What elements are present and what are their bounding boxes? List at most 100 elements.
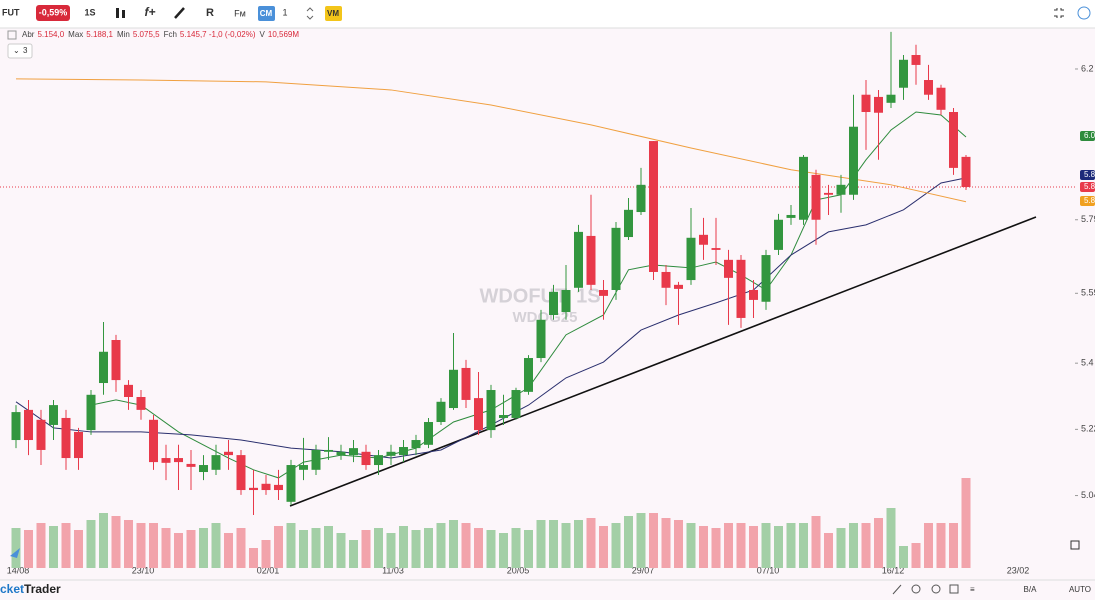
collapse-box[interactable]: [7, 30, 17, 40]
spinner[interactable]: [306, 7, 314, 20]
function-icon[interactable]: f+: [144, 5, 155, 19]
info-label: Abr: [22, 30, 35, 39]
watermark: WDOFUT, 1S: [479, 285, 600, 307]
price-tag-text: 6.0: [1084, 131, 1095, 140]
candle-body: [474, 398, 483, 431]
candle-body: [811, 174, 821, 220]
candle-body: [274, 484, 283, 491]
candle-body: [861, 94, 871, 113]
volume-bar: [474, 528, 483, 568]
study-count: 3: [23, 46, 28, 55]
candle-icon[interactable]: [116, 8, 125, 18]
logo-part: Trader: [24, 582, 61, 596]
interval[interactable]: 1S: [84, 7, 95, 17]
candle-body: [961, 156, 971, 188]
candle-body: [486, 390, 496, 431]
count[interactable]: 1: [282, 7, 287, 17]
candle-body: [836, 184, 846, 195]
info-value: 10,569M: [268, 30, 299, 39]
candle-body: [124, 384, 133, 398]
pen-icon[interactable]: [892, 584, 902, 595]
candle-body: [49, 405, 58, 425]
watermark: WDOG25: [512, 309, 577, 326]
x-tick-label: 14/08: [7, 565, 30, 575]
volume-bar: [311, 528, 321, 568]
auto[interactable]: AUTO: [1069, 585, 1091, 594]
volume-bar: [624, 516, 633, 568]
volume-bar: [661, 518, 671, 568]
candle-body: [236, 455, 246, 491]
volume-bar: [349, 540, 358, 568]
volume-bar: [149, 523, 158, 568]
candle-body: [249, 487, 258, 491]
candle-body: [186, 463, 196, 467]
menu-icon[interactable]: ≡: [970, 585, 975, 594]
volume-bar: [861, 523, 871, 568]
candle-body: [724, 259, 733, 278]
x-tick-label: 23/02: [1007, 565, 1030, 575]
volume-bar: [924, 523, 933, 568]
layout-icon[interactable]: [949, 584, 959, 594]
candle-body: [649, 141, 658, 272]
info-value: 5.075,5: [133, 30, 160, 39]
vm[interactable]: VM: [327, 9, 339, 18]
price-tag-text: 5.8: [1084, 196, 1095, 205]
cm-badge: [258, 6, 275, 21]
volume-bar: [161, 528, 171, 568]
candle-body: [461, 367, 471, 400]
symbol[interactable]: FUT: [2, 7, 20, 17]
volume-bar: [111, 516, 121, 568]
volume-bar: [574, 520, 583, 568]
candle-body: [311, 449, 321, 470]
volume-bar: [911, 543, 921, 568]
nav-icon[interactable]: [10, 548, 20, 558]
candle-body: [874, 96, 883, 113]
volume-bar: [886, 508, 896, 568]
plot: 6.2 5.79 5.59 5.4 5.22 5.04 14/08 23/10 02/01 11/…: [7, 31, 1095, 575]
candle-body: [336, 451, 346, 456]
volume-bar: [324, 526, 333, 568]
study-dropdown[interactable]: [7, 43, 33, 59]
cm[interactable]: CM: [260, 9, 273, 18]
candle-body: [949, 112, 958, 168]
y-tick-label: 5.59: [1081, 288, 1095, 298]
price-tag: [1080, 170, 1095, 180]
expand-icon[interactable]: [1054, 8, 1064, 18]
candle-body: [74, 431, 83, 459]
fm[interactable]: Fм: [234, 8, 246, 18]
info-value: 5.188,1: [86, 30, 113, 39]
cursor-icon[interactable]: R: [206, 7, 214, 19]
zoom-out-icon[interactable]: [931, 584, 941, 594]
volume-bar: [774, 526, 783, 568]
volume-bar: [136, 523, 146, 568]
candle-body: [499, 415, 508, 418]
volume-bar: [86, 520, 96, 568]
volume-bar: [211, 523, 221, 568]
moving-average: [15, 177, 967, 459]
candle-body: [211, 455, 221, 470]
info-label: Max: [68, 30, 83, 39]
volume-bar: [186, 530, 196, 568]
x-tick-label: 20/05: [507, 565, 530, 575]
volume-bar: [386, 533, 396, 568]
settings-icon[interactable]: [1077, 6, 1091, 20]
volume-bar: [699, 526, 708, 568]
candle-body: [299, 465, 308, 470]
draw-icon[interactable]: [174, 7, 185, 19]
candle-body: [111, 340, 121, 381]
info-label: V: [260, 30, 266, 39]
ba[interactable]: B/A: [1024, 585, 1038, 594]
price-tags: 6.0 5.8 5.86 5.8: [1080, 131, 1095, 206]
candle-body: [899, 59, 908, 88]
volume-bar: [461, 523, 471, 568]
screenshot-icon[interactable]: [1070, 540, 1080, 550]
volume-bar: [61, 523, 71, 568]
x-tick-label: 07/10: [757, 565, 780, 575]
trend-line[interactable]: [289, 216, 1037, 507]
zoom-icon[interactable]: [911, 584, 921, 594]
candle-body: [886, 94, 896, 103]
candle-body: [686, 237, 696, 281]
info-label: Min: [117, 30, 130, 39]
